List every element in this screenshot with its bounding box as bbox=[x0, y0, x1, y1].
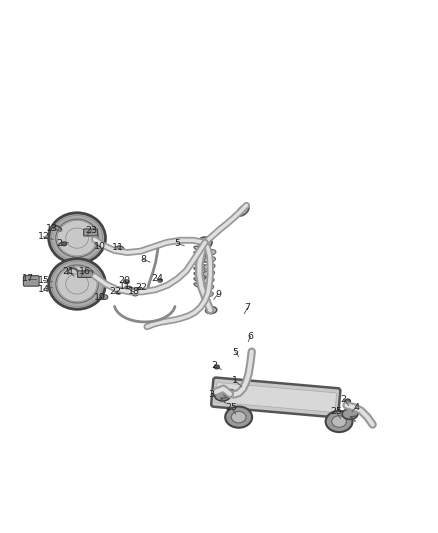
Text: 25: 25 bbox=[330, 407, 342, 416]
Text: 9: 9 bbox=[215, 289, 221, 298]
Ellipse shape bbox=[124, 280, 129, 284]
Text: 5: 5 bbox=[233, 348, 239, 357]
Ellipse shape bbox=[56, 265, 99, 303]
Text: 14: 14 bbox=[38, 285, 49, 294]
Ellipse shape bbox=[203, 271, 215, 277]
Ellipse shape bbox=[61, 242, 67, 246]
Ellipse shape bbox=[204, 256, 215, 262]
FancyBboxPatch shape bbox=[23, 276, 39, 286]
Ellipse shape bbox=[194, 278, 205, 283]
Text: 5: 5 bbox=[174, 239, 180, 248]
Ellipse shape bbox=[231, 411, 246, 423]
Ellipse shape bbox=[198, 237, 212, 248]
Ellipse shape bbox=[194, 267, 205, 273]
Text: 15: 15 bbox=[38, 276, 49, 285]
Text: 16: 16 bbox=[78, 267, 91, 276]
Ellipse shape bbox=[194, 262, 205, 268]
Ellipse shape bbox=[115, 246, 124, 252]
Text: 7: 7 bbox=[244, 303, 251, 312]
Text: 12: 12 bbox=[38, 232, 49, 241]
FancyBboxPatch shape bbox=[215, 383, 336, 413]
Ellipse shape bbox=[158, 279, 162, 282]
Ellipse shape bbox=[194, 257, 205, 262]
Text: 2: 2 bbox=[57, 239, 63, 248]
Text: 23: 23 bbox=[85, 226, 98, 235]
Text: 13: 13 bbox=[46, 223, 58, 232]
Text: 22: 22 bbox=[135, 283, 147, 292]
Ellipse shape bbox=[332, 416, 346, 427]
Text: 19: 19 bbox=[94, 294, 106, 302]
Ellipse shape bbox=[225, 407, 252, 427]
Ellipse shape bbox=[345, 399, 350, 403]
FancyBboxPatch shape bbox=[78, 271, 92, 277]
Ellipse shape bbox=[204, 263, 215, 270]
Text: 1: 1 bbox=[232, 376, 238, 385]
Ellipse shape bbox=[215, 391, 230, 401]
Text: 10: 10 bbox=[94, 243, 106, 252]
Ellipse shape bbox=[203, 278, 214, 284]
Text: 25: 25 bbox=[225, 402, 237, 411]
Ellipse shape bbox=[205, 306, 217, 314]
Ellipse shape bbox=[237, 205, 249, 216]
Ellipse shape bbox=[194, 246, 205, 252]
Ellipse shape bbox=[115, 289, 122, 294]
Text: 18: 18 bbox=[128, 287, 140, 296]
Ellipse shape bbox=[49, 213, 106, 263]
Text: 20: 20 bbox=[118, 276, 130, 285]
Ellipse shape bbox=[202, 292, 213, 297]
Text: 21: 21 bbox=[62, 267, 74, 276]
Text: 3: 3 bbox=[208, 390, 214, 399]
Ellipse shape bbox=[325, 411, 353, 432]
Text: 24: 24 bbox=[151, 274, 163, 283]
Ellipse shape bbox=[127, 288, 137, 294]
Ellipse shape bbox=[194, 272, 205, 278]
Ellipse shape bbox=[194, 252, 205, 257]
Text: 2: 2 bbox=[212, 361, 218, 370]
Text: 11: 11 bbox=[112, 243, 124, 252]
FancyBboxPatch shape bbox=[84, 229, 98, 236]
Ellipse shape bbox=[224, 390, 235, 397]
Ellipse shape bbox=[214, 365, 219, 369]
Text: 8: 8 bbox=[141, 255, 146, 264]
Ellipse shape bbox=[136, 287, 143, 292]
Ellipse shape bbox=[124, 286, 133, 292]
Text: 2: 2 bbox=[340, 395, 346, 403]
Text: 6: 6 bbox=[247, 332, 254, 341]
Text: 22: 22 bbox=[109, 287, 121, 296]
Ellipse shape bbox=[194, 283, 205, 288]
FancyBboxPatch shape bbox=[211, 377, 340, 417]
Ellipse shape bbox=[342, 409, 358, 419]
Ellipse shape bbox=[205, 249, 216, 255]
Text: 11: 11 bbox=[119, 281, 131, 290]
Ellipse shape bbox=[56, 219, 99, 257]
Text: 4: 4 bbox=[353, 402, 360, 411]
Ellipse shape bbox=[49, 259, 106, 309]
Ellipse shape bbox=[136, 288, 145, 294]
Text: 17: 17 bbox=[22, 274, 34, 283]
Ellipse shape bbox=[202, 285, 214, 290]
Ellipse shape bbox=[132, 291, 138, 296]
Ellipse shape bbox=[101, 295, 108, 300]
